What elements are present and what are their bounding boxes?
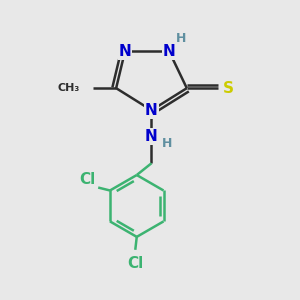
Text: N: N: [118, 44, 131, 59]
Text: N: N: [163, 44, 175, 59]
Text: S: S: [223, 81, 233, 96]
Text: Cl: Cl: [79, 172, 95, 187]
Text: N: N: [145, 129, 158, 144]
Text: CH₃: CH₃: [57, 83, 79, 93]
Text: H: H: [176, 32, 187, 45]
Text: N: N: [145, 103, 158, 118]
Text: H: H: [162, 137, 172, 150]
Text: Cl: Cl: [127, 256, 143, 271]
